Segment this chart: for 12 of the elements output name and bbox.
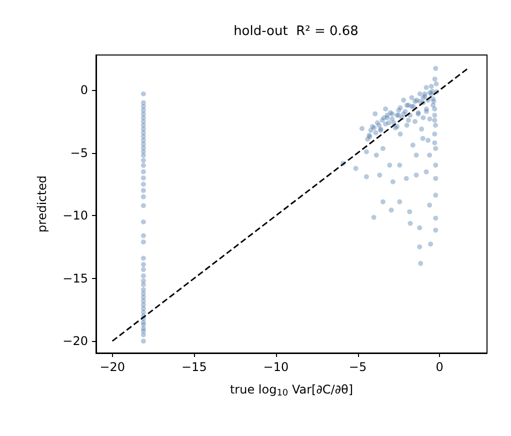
y-tick-label: −10 — [62, 208, 88, 223]
x-tick-label: −5 — [348, 360, 367, 374]
x-tick-label: −10 — [263, 360, 289, 374]
chart-title: hold-out R² = 0.68 — [234, 24, 358, 39]
y-tick-label: 0 — [80, 83, 88, 98]
x-tick-label: 0 — [436, 360, 444, 374]
x-tick-label: −15 — [181, 360, 207, 374]
y-axis-title: predicted — [35, 176, 49, 232]
y-tick-label: −20 — [62, 334, 88, 348]
x-tick-label: −20 — [100, 360, 126, 374]
y-tick-label: −5 — [70, 146, 88, 160]
y-tick-label: −15 — [62, 271, 88, 286]
